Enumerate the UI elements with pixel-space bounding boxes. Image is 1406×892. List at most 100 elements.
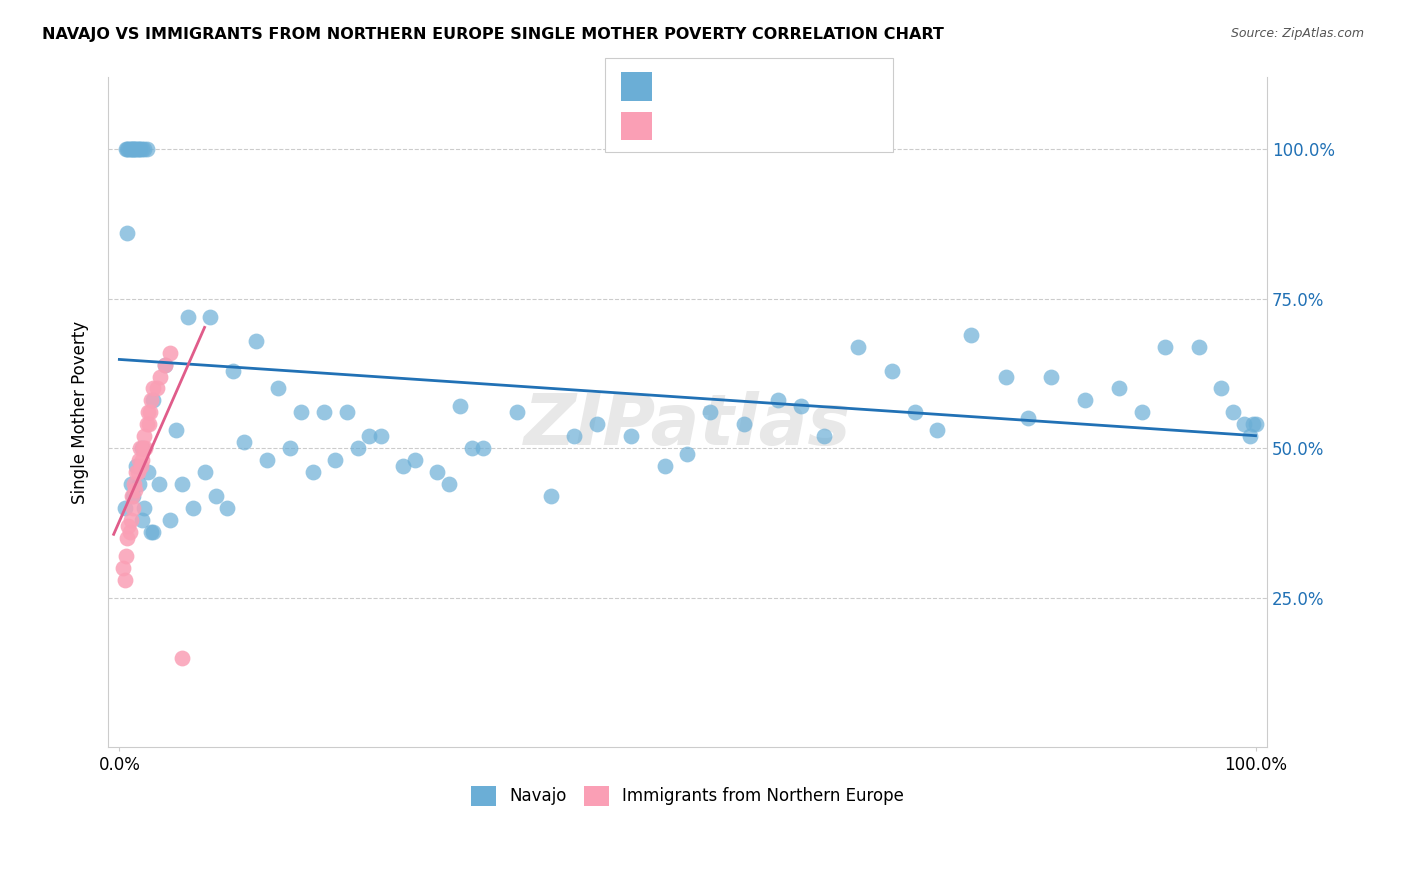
Point bbox=[122, 501, 145, 516]
Point bbox=[134, 442, 156, 456]
Text: Source: ZipAtlas.com: Source: ZipAtlas.com bbox=[1230, 27, 1364, 40]
Point bbox=[120, 513, 142, 527]
Point bbox=[1241, 417, 1264, 432]
Point bbox=[1108, 381, 1130, 395]
Point bbox=[131, 442, 153, 456]
Point bbox=[437, 477, 460, 491]
Point bbox=[128, 477, 150, 491]
Point bbox=[404, 453, 426, 467]
Point bbox=[278, 442, 301, 456]
Point bbox=[960, 327, 983, 342]
Point bbox=[127, 465, 149, 479]
Point bbox=[301, 465, 323, 479]
Point bbox=[233, 435, 256, 450]
Point bbox=[135, 142, 157, 156]
Point bbox=[585, 417, 607, 432]
Point bbox=[880, 363, 903, 377]
Point bbox=[426, 465, 449, 479]
Point bbox=[181, 501, 204, 516]
Point bbox=[124, 483, 146, 497]
Point bbox=[134, 501, 156, 516]
Point bbox=[117, 226, 139, 240]
Point bbox=[125, 459, 148, 474]
Point bbox=[118, 524, 141, 539]
Point bbox=[136, 405, 159, 419]
Point bbox=[790, 400, 813, 414]
Point bbox=[336, 405, 359, 419]
Point bbox=[267, 381, 290, 395]
Point bbox=[927, 423, 949, 437]
Point bbox=[620, 429, 643, 443]
Point bbox=[118, 142, 141, 156]
Point bbox=[359, 429, 381, 443]
Point bbox=[176, 310, 198, 324]
Point bbox=[193, 465, 215, 479]
Point bbox=[127, 142, 149, 156]
Point bbox=[1222, 405, 1244, 419]
Point bbox=[170, 477, 193, 491]
Point bbox=[142, 524, 165, 539]
Point bbox=[654, 459, 676, 474]
Point bbox=[699, 405, 721, 419]
Point bbox=[121, 489, 143, 503]
Point bbox=[1074, 393, 1097, 408]
Point bbox=[136, 465, 159, 479]
Point bbox=[128, 142, 150, 156]
Point bbox=[128, 442, 150, 456]
Point bbox=[115, 142, 138, 156]
Point bbox=[122, 477, 145, 491]
Point bbox=[120, 142, 142, 156]
Point bbox=[135, 417, 157, 432]
Point bbox=[153, 358, 176, 372]
Point bbox=[506, 405, 529, 419]
Y-axis label: Single Mother Poverty: Single Mother Poverty bbox=[72, 321, 89, 504]
Point bbox=[768, 393, 790, 408]
Point bbox=[846, 340, 869, 354]
Point bbox=[449, 400, 471, 414]
Legend: Navajo, Immigrants from Northern Europe: Navajo, Immigrants from Northern Europe bbox=[464, 779, 911, 813]
Point bbox=[111, 561, 134, 575]
Point bbox=[323, 453, 346, 467]
Point bbox=[200, 310, 222, 324]
Point bbox=[142, 393, 165, 408]
Point bbox=[994, 369, 1017, 384]
Point bbox=[114, 573, 136, 587]
Point bbox=[540, 489, 562, 503]
Point bbox=[370, 429, 392, 443]
Point bbox=[1153, 340, 1175, 354]
Point bbox=[1233, 417, 1256, 432]
Point bbox=[245, 334, 267, 348]
Point bbox=[128, 142, 150, 156]
Point bbox=[138, 417, 160, 432]
Point bbox=[122, 142, 145, 156]
Point bbox=[904, 405, 927, 419]
Point bbox=[148, 477, 170, 491]
Point bbox=[114, 501, 136, 516]
Point bbox=[132, 442, 155, 456]
Point bbox=[222, 363, 245, 377]
Point bbox=[1040, 369, 1063, 384]
Text: R = 0.773  N = 31: R = 0.773 N = 31 bbox=[664, 120, 828, 137]
Point bbox=[733, 417, 755, 432]
Point bbox=[165, 423, 187, 437]
Point bbox=[217, 501, 239, 516]
Point bbox=[392, 459, 415, 474]
Point bbox=[471, 442, 494, 456]
Point bbox=[131, 142, 153, 156]
Point bbox=[1211, 381, 1233, 395]
Point bbox=[1130, 405, 1153, 419]
Point bbox=[142, 381, 165, 395]
Point bbox=[170, 650, 193, 665]
Point bbox=[139, 405, 162, 419]
Point bbox=[117, 142, 139, 156]
Point bbox=[120, 477, 142, 491]
Point bbox=[134, 142, 156, 156]
Point bbox=[115, 549, 138, 563]
Point bbox=[128, 453, 150, 467]
Point bbox=[256, 453, 278, 467]
Point bbox=[134, 429, 156, 443]
Point bbox=[129, 459, 152, 474]
Point bbox=[149, 369, 172, 384]
Point bbox=[312, 405, 335, 419]
Point bbox=[124, 142, 146, 156]
